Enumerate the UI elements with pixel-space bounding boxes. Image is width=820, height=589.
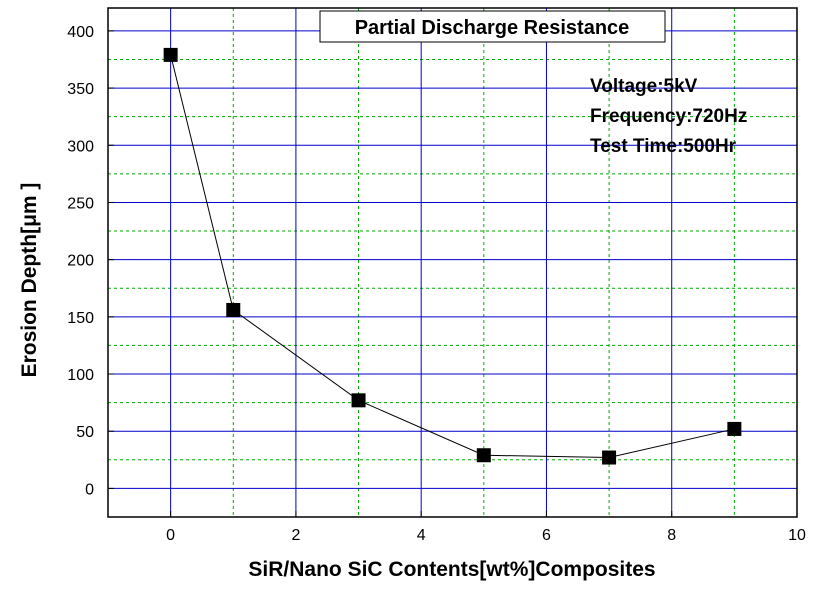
x-tick-label: 10 <box>788 527 806 544</box>
x-tick-label: 8 <box>667 527 676 544</box>
data-point-marker <box>163 47 178 62</box>
y-axis-title: Erosion Depth[μm ] <box>18 183 41 378</box>
y-tick-label: 400 <box>67 24 94 41</box>
y-tick-label: 0 <box>85 481 94 498</box>
frequency-annotation: Frequency:720Hz <box>590 106 747 127</box>
y-tick-label: 200 <box>67 253 94 270</box>
y-tick-label: 100 <box>67 367 94 384</box>
data-markers <box>163 47 742 465</box>
y-tick-label: 350 <box>67 81 94 98</box>
data-point-marker <box>226 302 241 317</box>
grid <box>107 8 798 517</box>
test-time-annotation: Test Time:500Hr <box>590 136 737 157</box>
y-tick-label: 50 <box>76 424 94 441</box>
data-point-marker <box>602 450 617 465</box>
series-line <box>170 54 735 459</box>
chart-title: Partial Discharge Resistance <box>355 17 630 39</box>
x-tick-label: 0 <box>166 527 175 544</box>
data-point-marker <box>476 448 491 463</box>
y-tick-label: 300 <box>67 138 94 155</box>
y-tick-label: 150 <box>67 310 94 327</box>
x-axis-title: SiR/Nano SiC Contents[wt%]Composites <box>248 558 655 581</box>
plot-frame <box>107 7 798 518</box>
data-point-marker <box>351 393 366 408</box>
voltage-annotation: Voltage:5kV <box>590 76 698 97</box>
x-tick-label: 2 <box>291 527 300 544</box>
chart-title-box: Partial Discharge Resistance <box>319 10 666 43</box>
test-conditions: Voltage:5kV Frequency:720Hz Test Time:50… <box>590 76 747 157</box>
x-tick-label: 4 <box>417 527 426 544</box>
x-tick-label: 6 <box>542 527 551 544</box>
y-tick-label: 250 <box>67 195 94 212</box>
data-point-marker <box>727 421 742 436</box>
